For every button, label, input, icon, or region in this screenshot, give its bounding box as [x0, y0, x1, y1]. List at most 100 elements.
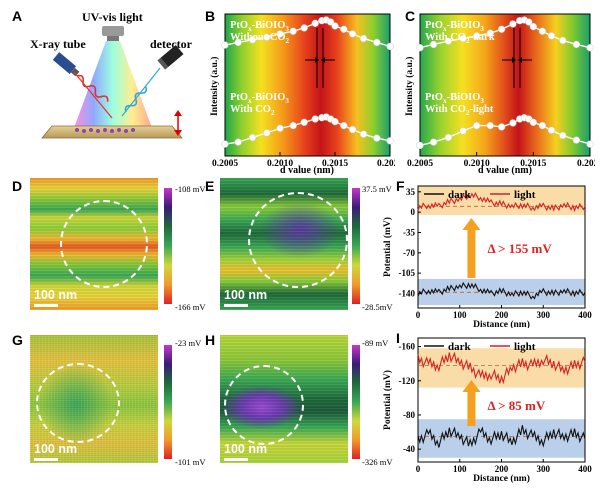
data-point: [497, 25, 506, 33]
data-point: [572, 136, 581, 144]
data-point: [386, 42, 394, 51]
xray-tube-icon: [52, 52, 80, 77]
kpfm-map-h: 100 nm: [220, 335, 348, 463]
x-tick-label: 200: [495, 310, 509, 320]
data-point: [473, 32, 481, 40]
legend-label-dark: dark: [448, 341, 472, 353]
scale-bar: [224, 304, 248, 307]
scale-bar: [224, 458, 248, 461]
panel-i-chart: -160 -120 -80 -400 100 200 300 400 Distance (nm)…: [382, 337, 592, 484]
colorbar-e: [352, 188, 360, 304]
panel-a-schematic: UV-vis light X-ray tube detector: [30, 10, 193, 139]
panel-label-a: A: [12, 8, 23, 24]
y-tick-label: -70: [403, 248, 415, 258]
data-point: [459, 34, 467, 43]
x-tick-label: 100: [453, 464, 467, 474]
dark-band: [418, 419, 585, 458]
data-point: [263, 33, 271, 41]
y-tick-label: -35: [403, 227, 415, 237]
data-point: [348, 125, 357, 134]
panel-label-f: F: [396, 178, 405, 194]
c-label-top-sample: PtOx-BiOIO3: [425, 20, 484, 33]
xray-tube-label: X-ray tube: [30, 37, 86, 51]
colorbar-d-max: -108 mV: [175, 184, 206, 194]
uv-beam: [74, 41, 152, 128]
c-label-bottom-condition: With CO2-light: [425, 104, 494, 117]
series-line-dark: [417, 281, 586, 300]
xray-incident-wave: [76, 74, 109, 102]
data-point: [586, 44, 594, 52]
legend-label-light: light: [514, 189, 536, 201]
x-tick-label: 300: [537, 310, 551, 320]
detector-icon: [157, 44, 184, 70]
data-point: [340, 25, 348, 33]
colorbar-g-min: -101 mV: [175, 457, 206, 467]
data-point: [473, 121, 481, 130]
colorbar-h-max: -89 mV: [362, 338, 389, 348]
data-point: [538, 27, 547, 35]
kpfm-map-d: 100 nm: [30, 178, 158, 310]
y-tick-label: 35: [406, 187, 416, 197]
b-ylabel: Intensity (a.u.): [209, 57, 220, 116]
delta-arrow-head: [462, 380, 481, 392]
colorbar-e-max: 37.5 mV: [362, 184, 392, 194]
y-tick-label: -160: [399, 342, 416, 352]
panel-label-c: C: [405, 8, 416, 24]
x-tick-label: 400: [578, 310, 592, 320]
data-point: [538, 121, 547, 130]
x-tick-label: 0.2015: [520, 159, 546, 169]
data-point: [359, 130, 368, 138]
scale-bar-label: 100 nm: [34, 442, 78, 456]
data-point: [386, 137, 394, 145]
data-point: [486, 29, 494, 37]
scale-bar: [34, 458, 58, 461]
lamp-icon: [102, 26, 124, 36]
panel-label-g: G: [12, 332, 23, 348]
x-tick-label: 0.2005: [407, 159, 433, 169]
data-point: [444, 133, 452, 142]
data-point: [289, 121, 297, 130]
data-point: [559, 36, 567, 45]
data-point: [359, 34, 368, 43]
data-point: [373, 38, 381, 47]
x-tick-label: 0.2020: [377, 159, 395, 169]
x-tick-label: 0: [416, 310, 421, 320]
y-axis-label: Potential (mV): [382, 217, 393, 277]
scale-bar-label: 100 nm: [224, 288, 268, 302]
x-tick-label: 0.2020: [577, 159, 595, 169]
data-point: [248, 36, 257, 44]
data-point: [289, 27, 297, 35]
b-label-top-condition: Without CO2: [230, 32, 290, 45]
data-point: [300, 118, 308, 126]
y-tick-label: -140: [399, 288, 416, 298]
series-line-light: [417, 351, 586, 385]
panel-label-b: B: [205, 8, 216, 24]
panel-c-xrd-chart: PtOx-BiOIO3 With CO2-dark PtOx-BiOIO3 Wi…: [404, 13, 595, 176]
b-label-bottom-sample: PtOx-BiOIO3: [230, 92, 289, 105]
detector-label: detector: [150, 37, 193, 51]
data-point: [559, 131, 567, 140]
colorbar-g: [164, 345, 172, 459]
b-xlabel: d value (nm): [280, 165, 334, 176]
data-point: [263, 129, 271, 137]
highlight-circle: [36, 363, 120, 443]
light-band: [418, 186, 585, 216]
data-point: [248, 133, 257, 142]
y-tick-label: -105: [399, 268, 416, 278]
data-point: [529, 118, 537, 126]
data-point: [348, 30, 357, 38]
data-point: [276, 30, 284, 38]
x-axis-label: Distance (nm): [473, 473, 530, 484]
y-axis-label: Potential (mV): [382, 370, 393, 430]
data-point: [429, 138, 438, 146]
colorbar-g-max: -23 mV: [175, 338, 202, 348]
data-point: [234, 38, 242, 47]
series-line-dark: [417, 425, 586, 448]
data-point: [444, 37, 452, 45]
delta-label: Δ > 155 mV: [487, 241, 552, 256]
x-tick-label: 0.2015: [322, 159, 348, 169]
x-tick-label: 0.2005: [212, 159, 238, 169]
x-tick-label: 0.2010: [464, 159, 490, 169]
data-point: [525, 18, 533, 26]
kpfm-map-g: 100 nm: [30, 335, 158, 463]
